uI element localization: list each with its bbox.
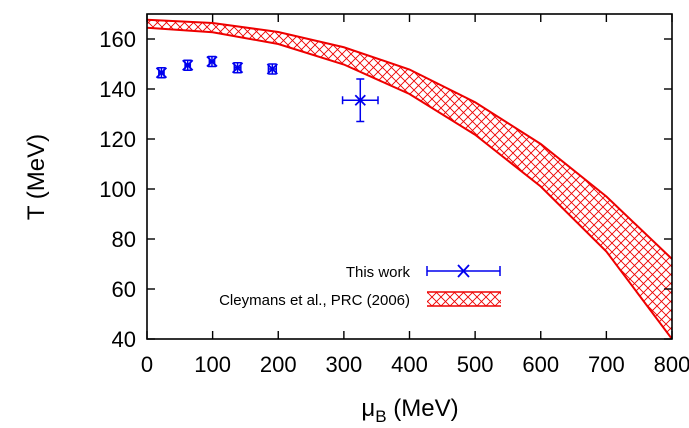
y-axis-label: T (MeV) — [23, 134, 50, 220]
x-tick-label: 300 — [326, 352, 363, 377]
cleymans-band-layer — [147, 18, 672, 339]
y-tick-label: 80 — [112, 227, 136, 252]
x-marker — [266, 63, 278, 75]
data-point-2 — [182, 59, 194, 71]
y-tick-label: 60 — [112, 277, 136, 302]
data-point-4 — [231, 62, 244, 74]
x-tick-label: 0 — [141, 352, 153, 377]
y-tick-label: 100 — [99, 177, 136, 202]
y-tick-label: 160 — [99, 27, 136, 52]
legend: This work Cleymans et al., PRC (2006) — [219, 264, 501, 309]
legend-label-this-work: This work — [346, 264, 411, 281]
x-axis-label-unit: (MeV) — [387, 395, 459, 422]
x-axis-label-main: μ — [361, 395, 375, 422]
x-axis-label: μB (MeV) — [361, 395, 458, 426]
this-work-points-layer — [155, 55, 379, 123]
x-tick-label: 400 — [391, 352, 428, 377]
band-lower-edge — [147, 26, 672, 339]
axis-ticks-layer: 0 100 200 300 400 500 600 700 800 40 60 80 100 120 140… — [99, 14, 689, 377]
x-marker — [182, 59, 194, 71]
y-tick-label: 140 — [99, 77, 136, 102]
plot-frame — [146, 13, 673, 340]
data-point-1 — [155, 67, 168, 79]
data-point-5 — [266, 63, 278, 75]
band-fill — [147, 19, 672, 339]
x-marker — [231, 62, 244, 74]
x-tick-label: 200 — [260, 352, 297, 377]
y-tick-label: 120 — [99, 127, 136, 152]
data-point-3 — [206, 55, 218, 68]
x-tick-label: 100 — [194, 352, 231, 377]
legend-symbol-this-work — [426, 264, 501, 278]
legend-label-cleymans: Cleymans et al., PRC (2006) — [219, 292, 410, 309]
x-tick-label: 800 — [654, 352, 689, 377]
x-marker — [206, 55, 218, 68]
band-upper-edge — [147, 18, 672, 260]
x-marker — [354, 94, 366, 106]
x-tick-label: 500 — [457, 352, 494, 377]
x-axis-label-sub: B — [375, 407, 386, 426]
data-point-6 — [341, 78, 379, 123]
legend-symbol-cleymans — [427, 291, 501, 307]
x-tick-label: 600 — [522, 352, 559, 377]
x-marker — [155, 67, 168, 79]
x-tick-label: 700 — [588, 352, 625, 377]
y-tick-label: 40 — [112, 327, 136, 352]
